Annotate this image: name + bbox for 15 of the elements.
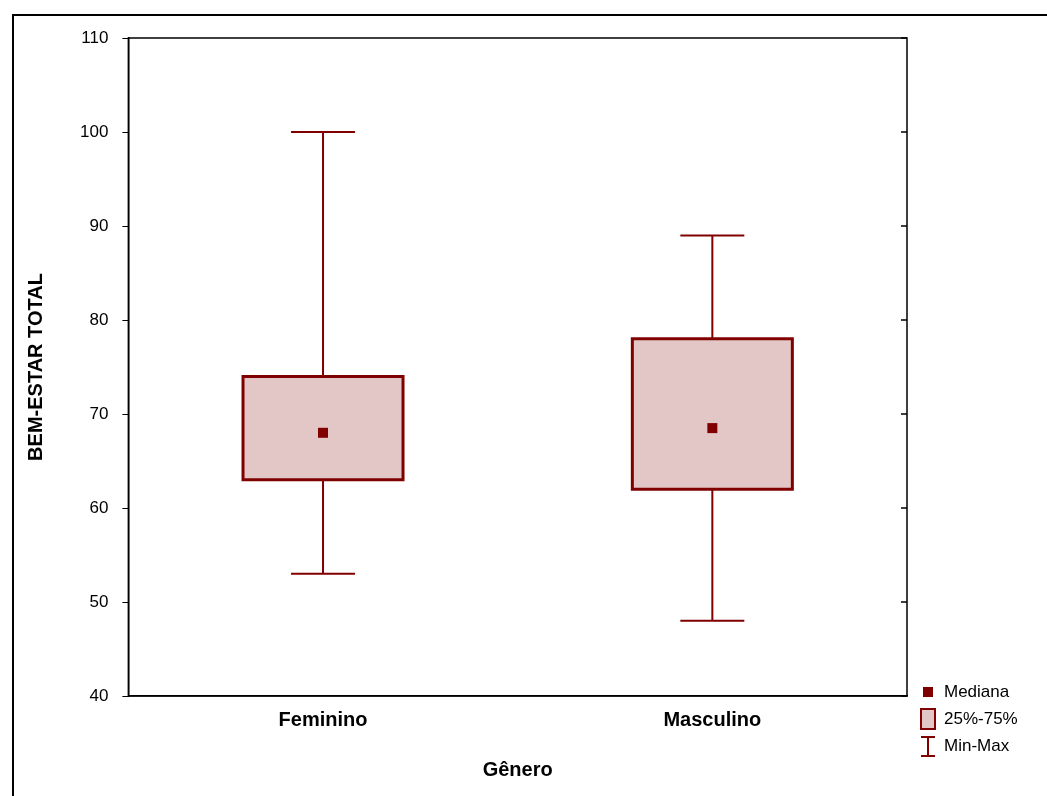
y-tick-label: 110 (81, 27, 109, 47)
y-tick-label: 70 (89, 403, 109, 423)
text: 25%-75% (944, 708, 1018, 729)
y-tick-label: 100 (79, 121, 109, 141)
y-tick-label: 90 (89, 215, 109, 235)
x-axis-title: Gênero (482, 757, 553, 780)
text: Min-Max (944, 735, 1010, 756)
y-tick-label: 60 (89, 497, 109, 517)
y-tick-label: 80 (89, 309, 109, 329)
y-tick-label: 50 (89, 591, 109, 611)
y-tick-label: 40 (89, 685, 109, 705)
y-axis-title: BEM-ESTAR TOTAL (23, 273, 46, 461)
text: Mediana (944, 681, 1010, 702)
x-tick-label: Masculino (663, 707, 762, 730)
x-tick-label: Feminino (278, 707, 368, 730)
